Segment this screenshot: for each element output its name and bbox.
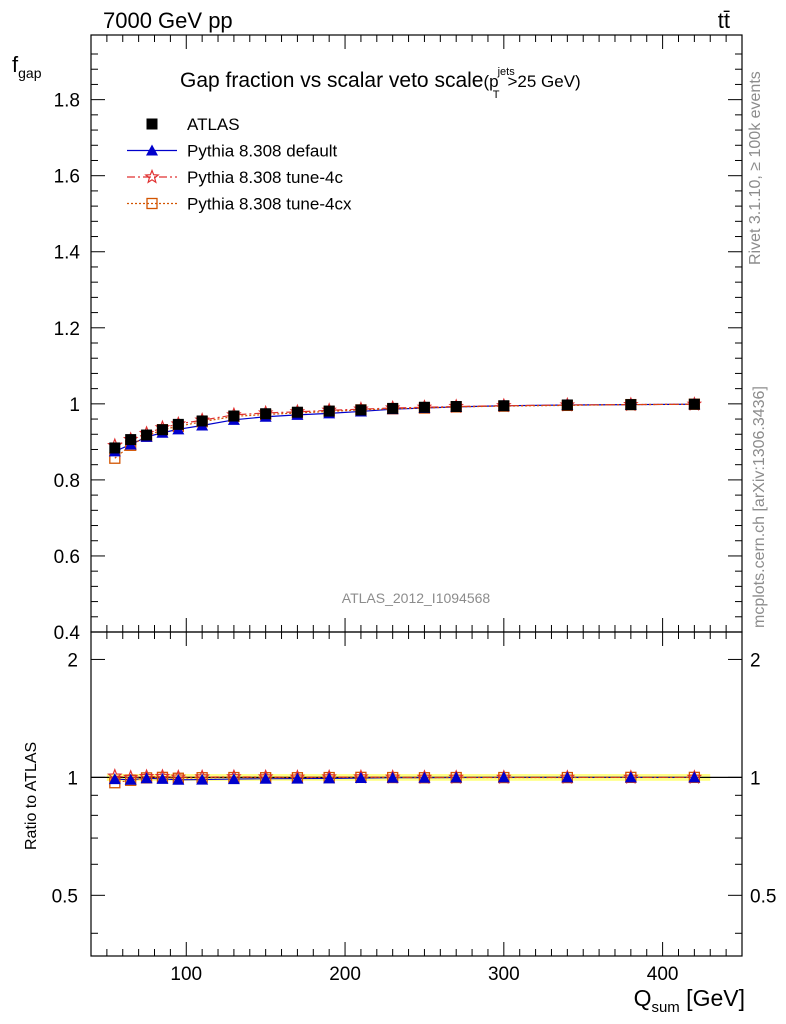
- pythia-8-308-default-ratio-point: [497, 771, 510, 783]
- pythia-8-308-default-ratio-point: [156, 772, 169, 784]
- atlas-point: [355, 404, 367, 416]
- main-y-tick-label: 0.4: [54, 623, 81, 644]
- atlas-point: [498, 400, 510, 412]
- pythia-8-308-default-ratio-point: [354, 772, 367, 784]
- data-layer: [91, 396, 742, 789]
- ratio-plot-frame: [90, 631, 743, 957]
- legend-entry: ATLAS: [146, 115, 240, 134]
- ratio-y-tick-label-right: 0.5: [750, 886, 776, 907]
- atlas-point: [625, 399, 637, 411]
- pythia-8-308-default-ratio-point: [688, 771, 701, 783]
- atlas-point: [156, 424, 168, 436]
- legend-label: Pythia 8.308 default: [187, 142, 338, 161]
- legend-entry: Pythia 8.308 tune-4cx: [127, 195, 352, 214]
- process-label: tt̄: [718, 8, 730, 33]
- atlas-point: [688, 398, 700, 410]
- main-y-tick-label: 1.4: [54, 243, 81, 264]
- pythia-8-308-default-ratio-point: [450, 771, 463, 783]
- main-y-tick-label: 1: [69, 395, 80, 416]
- pythia-8-308-default-ratio-point: [386, 771, 399, 783]
- ratio-y-tick-label: 1: [67, 768, 78, 789]
- atlas-point: [418, 401, 430, 413]
- analysis-label: ATLAS_2012_I1094568: [342, 590, 491, 606]
- atlas-point: [228, 410, 240, 422]
- ratio-y-tick-label: 0.5: [52, 886, 78, 907]
- atlas-point: [141, 429, 153, 441]
- ratio-y-axis-label: Ratio to ATLAS: [23, 742, 40, 850]
- pythia-8-308-tune-4cx-line: [114, 403, 695, 459]
- x-tick-label: 200: [329, 964, 361, 985]
- pythia-8-308-default-ratio-point: [291, 772, 304, 784]
- main-y-tick-label: 1.8: [54, 91, 80, 112]
- atlas-point: [172, 418, 184, 430]
- main-y-axis-label: fgap: [12, 52, 42, 81]
- pythia-8-308-default-ratio-point: [323, 772, 336, 784]
- pythia-8-308-default-ratio-point: [196, 773, 209, 785]
- atlas-point: [109, 442, 121, 454]
- ratio-y-tick-label: 2: [67, 650, 78, 671]
- legend-marker: [146, 144, 158, 156]
- main-y-tick-label: 0.8: [54, 471, 80, 492]
- collision-label: 7000 GeV pp: [103, 8, 233, 33]
- pythia-8-308-default-ratio-point: [124, 773, 137, 785]
- pythia-8-308-default-ratio-point: [108, 773, 121, 785]
- legend-label: Pythia 8.308 tune-4cx: [187, 195, 352, 214]
- x-axis-label: Qsum [GeV]: [634, 985, 745, 1016]
- pythia-8-308-tune-4c-ratio-line: [114, 775, 695, 778]
- pythia-8-308-default-ratio-point: [227, 773, 240, 785]
- x-tick-label: 100: [170, 964, 202, 985]
- main-y-tick-label: 1.2: [54, 319, 80, 340]
- pythia-8-308-default-ratio-point: [172, 773, 185, 785]
- pythia-8-308-default-ratio-point: [259, 772, 272, 784]
- atlas-point: [561, 399, 573, 411]
- legend-label: Pythia 8.308 tune-4c: [187, 168, 343, 187]
- rivet-version-label: Rivet 3.1.10, ≥ 100k events: [747, 71, 764, 265]
- atlas-point: [291, 406, 303, 418]
- main-y-tick-label: 1.6: [54, 167, 80, 188]
- ratio-y-tick-label-right: 2: [750, 650, 761, 671]
- atlas-point: [450, 401, 462, 413]
- pythia-8-308-default-ratio-point: [140, 772, 153, 784]
- mcplots-label: mcplots.cern.ch [arXiv:1306.3436]: [751, 386, 768, 628]
- pythia-8-308-default-ratio-point: [624, 771, 637, 783]
- legend-label: ATLAS: [187, 115, 240, 134]
- ratio-y-tick-label-right: 1: [750, 768, 761, 789]
- chart-title: Gap fraction vs scalar veto scale(pjets T…: [180, 66, 581, 101]
- atlas-point: [387, 402, 399, 414]
- pythia-8-308-default-ratio-point: [418, 771, 431, 783]
- x-tick-label: 300: [488, 964, 520, 985]
- atlas-point: [260, 408, 272, 420]
- atlas-point: [323, 405, 335, 417]
- x-tick-label: 400: [647, 964, 679, 985]
- legend: ATLAS Pythia 8.308 default Pythia 8.308 tu…: [127, 115, 352, 214]
- legend-marker: [146, 197, 158, 210]
- axes-layer: 100 200 300 400 0.4 0.6 0.8 1 1.2 1.4 1.6 1.8 0.5 0.5…: [52, 35, 776, 985]
- pythia-8-308-default-ratio-point: [561, 771, 574, 783]
- legend-entry: Pythia 8.308 default: [127, 142, 338, 161]
- main-y-tick-label: 0.6: [54, 547, 80, 568]
- legend-entry: Pythia 8.308 tune-4c: [127, 168, 343, 187]
- atlas-point: [196, 415, 208, 427]
- legend-marker: [144, 168, 160, 184]
- atlas-point: [125, 434, 137, 446]
- legend-marker: [146, 118, 158, 130]
